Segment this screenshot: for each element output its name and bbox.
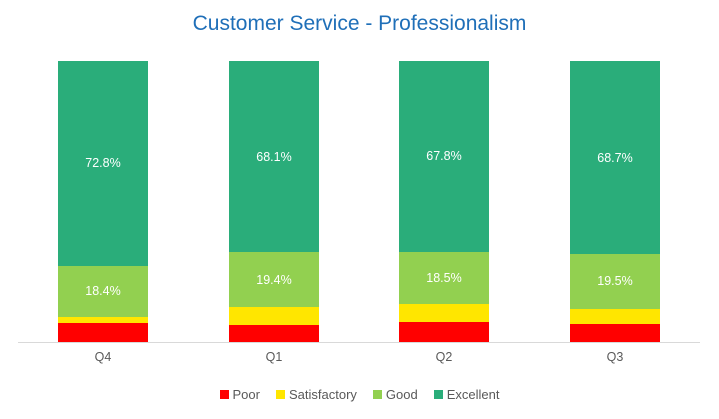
legend-label: Satisfactory (288, 387, 357, 402)
x-tick-label: Q3 (606, 350, 624, 364)
data-label: 68.7% (597, 150, 633, 165)
segment-satisfactory (229, 306, 319, 326)
x-tick-label: Q1 (265, 350, 283, 364)
data-label: 18.4% (85, 284, 121, 299)
segment-poor (229, 325, 319, 342)
segment-excellent: 72.8% (58, 61, 148, 266)
bar-q4: 18.4% 72.8% (58, 61, 148, 342)
segment-satisfactory (58, 317, 148, 324)
legend-item-excellent: Excellent (433, 387, 500, 402)
data-label: 68.1% (256, 149, 292, 164)
legend-item-satisfactory: Satisfactory (275, 387, 357, 402)
segment-poor (58, 323, 148, 342)
x-tick-label: Q4 (94, 350, 112, 364)
bar-q1: 19.4% 68.1% (229, 61, 319, 342)
data-label: 18.5% (426, 270, 462, 285)
segment-satisfactory (570, 308, 660, 325)
segment-poor (399, 322, 489, 342)
x-tick-label: Q2 (435, 350, 453, 364)
segment-excellent: 68.1% (229, 61, 319, 253)
legend-item-poor: Poor (219, 387, 260, 402)
segment-satisfactory (399, 303, 489, 323)
plot-area: 18.4% 72.8% 19.4% 68.1% 18.5% 67.8% 19.5… (18, 61, 700, 342)
legend: Poor Satisfactory Good Excellent (0, 387, 719, 402)
data-label: 19.5% (597, 274, 633, 289)
segment-good: 19.4% (229, 252, 319, 307)
data-label: 19.4% (256, 272, 292, 287)
data-label: 72.8% (85, 156, 121, 171)
chart-title: Customer Service - Professionalism (192, 12, 527, 35)
x-axis-line (18, 342, 700, 343)
legend-swatch-icon (219, 390, 229, 399)
data-label: 67.8% (426, 149, 462, 164)
legend-swatch-icon (275, 390, 285, 399)
segment-excellent: 67.8% (399, 61, 489, 252)
segment-good: 18.4% (58, 265, 148, 318)
legend-swatch-icon (433, 390, 443, 399)
segment-good: 18.5% (399, 251, 489, 304)
bar-q3: 19.5% 68.7% (570, 61, 660, 342)
legend-label: Poor (232, 387, 260, 402)
legend-label: Excellent (446, 387, 500, 402)
segment-good: 19.5% (570, 254, 660, 309)
legend-swatch-icon (372, 390, 382, 399)
legend-item-good: Good (372, 387, 418, 402)
segment-poor (570, 324, 660, 342)
segment-excellent: 68.7% (570, 61, 660, 255)
bar-q2: 18.5% 67.8% (399, 61, 489, 342)
legend-label: Good (385, 387, 418, 402)
